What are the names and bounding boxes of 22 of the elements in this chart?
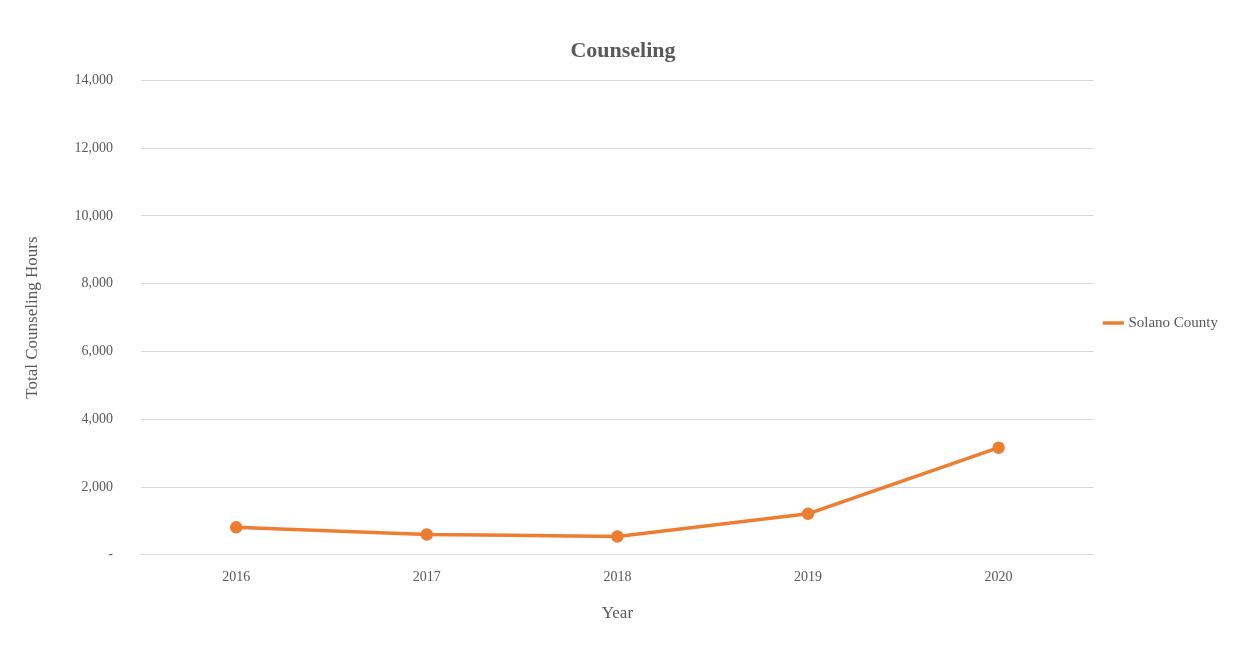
point [992,441,1005,454]
y-tick-label: 14,000 [74,72,113,88]
x-tick-label: 2018 [603,568,632,584]
x-axis-title: Year [601,603,634,623]
x-tick-label: 2019 [794,568,823,584]
y-tick-label: 6,000 [81,343,113,359]
x-tick-label: 2020 [984,568,1013,584]
y-tick-label: - [108,546,114,562]
y-tick-label: 8,000 [81,275,113,291]
y-tick-label: 2,000 [81,478,113,494]
point [801,507,815,521]
legend-label: Solano County [1128,313,1219,330]
chart-title: Counseling [570,36,676,62]
x-tick-label: 2017 [412,568,441,584]
point [420,528,434,541]
y-tick-label: 4,000 [81,410,113,426]
x-tick-label: 2016 [222,568,251,584]
y-tick-label: 10,000 [74,207,113,223]
y-axis-title: Total Counseling Hours [21,236,41,399]
point [611,530,624,543]
y-tick-label: 12,000 [74,139,113,155]
point [229,521,243,534]
